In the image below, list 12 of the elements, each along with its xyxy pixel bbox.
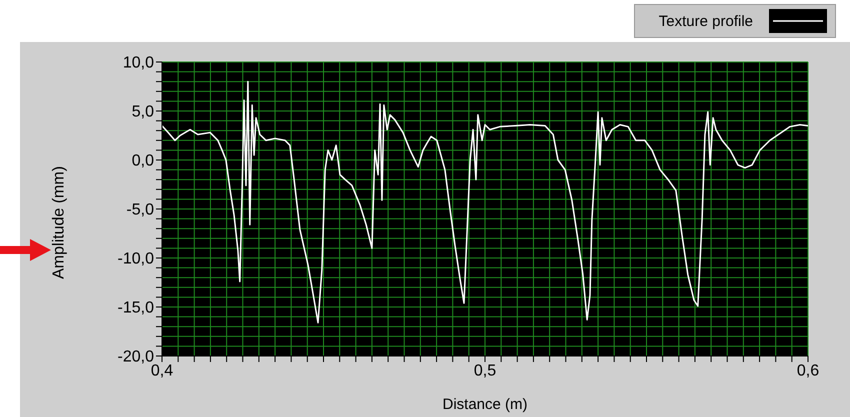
y-tick-label: -10,0	[118, 250, 154, 268]
y-axis-title: Amplitude (mm)	[50, 166, 68, 279]
x-axis-title: Distance (m)	[442, 396, 528, 413]
y-tick-label: -5,0	[126, 202, 154, 219]
y-tick-label: 10,0	[122, 54, 154, 72]
line-series	[162, 80, 808, 324]
y-tick-label: -15,0	[118, 300, 154, 317]
legend-label: Texture profile	[658, 12, 753, 30]
x-tick-label: 0,6	[796, 362, 820, 380]
y-tick-label: 0,0	[132, 152, 154, 170]
y-tick-label: 5,0	[132, 104, 154, 121]
x-tick-label: 0,5	[474, 362, 496, 380]
